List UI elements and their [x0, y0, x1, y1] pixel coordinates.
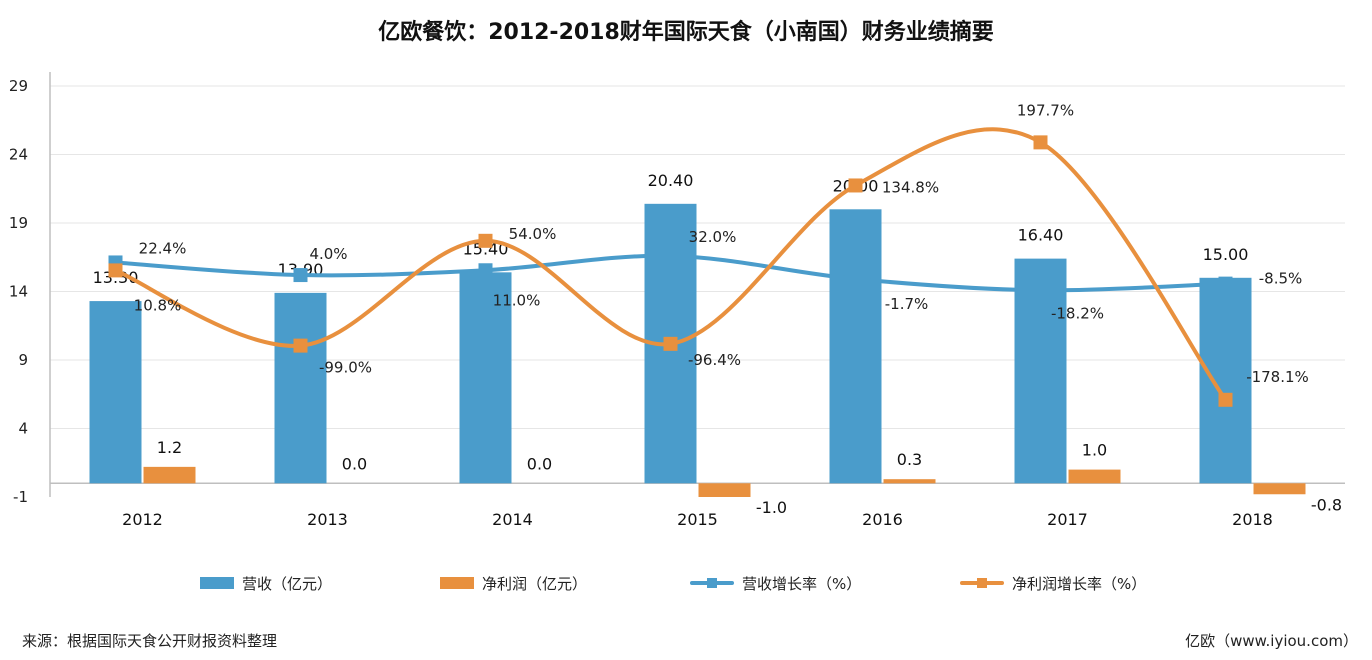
- revenue-growth-data-label: -8.5%: [1259, 270, 1303, 288]
- revenue-bar: [459, 272, 512, 484]
- revenue-growth-data-label: 32.0%: [689, 228, 737, 246]
- legend-revenue-growth-label: 营收增长率（%）: [742, 574, 862, 593]
- net-profit-growth-marker: [1033, 135, 1048, 150]
- legend-net-profit-growth: 净利润增长率（%）: [960, 572, 1146, 594]
- revenue-bar: [274, 292, 327, 484]
- net-profit-growth-marker: [1218, 392, 1233, 407]
- chart-title: 亿欧餐饮：2012-2018财年国际天食（小南国）财务业绩摘要: [378, 20, 994, 45]
- net-profit-data-label: -0.8: [1311, 495, 1342, 514]
- revenue-bar: [89, 301, 142, 484]
- net-profit-growth-marker: [848, 178, 863, 193]
- revenue-growth-data-label: -18.2%: [1051, 304, 1104, 322]
- net-profit-growth-marker: [478, 233, 493, 248]
- revenue-growth-marker: [848, 271, 863, 286]
- x-tick-label: 2017: [1047, 510, 1088, 529]
- y-tick-label: 4: [18, 420, 28, 438]
- legend-revenue-label: 营收（亿元）: [242, 574, 333, 593]
- x-tick-label: 2013: [307, 510, 348, 529]
- net-profit-growth-marker: [663, 336, 678, 351]
- net-profit-growth-data-label: -99.0%: [319, 359, 372, 377]
- net-profit-growth-marker: [293, 338, 308, 353]
- y-tick-label: 19: [9, 214, 28, 232]
- net-profit-data-label: 0.0: [342, 454, 367, 473]
- net-profit-bar: [698, 483, 751, 497]
- net-profit-bar: [143, 466, 196, 484]
- source-note: 来源：根据国际天食公开财报资料整理: [22, 632, 278, 650]
- net-profit-growth-data-label: -96.4%: [688, 351, 741, 369]
- net-profit-data-label: 1.2: [157, 438, 182, 457]
- revenue-growth-marker: [293, 268, 308, 283]
- y-tick-label: 14: [9, 283, 28, 301]
- revenue-data-label: 13.30: [93, 268, 139, 287]
- net-profit-data-label: 0.0: [527, 454, 552, 473]
- revenue-growth-data-label: 22.4%: [139, 239, 187, 257]
- x-tick-label: 2016: [862, 510, 903, 529]
- legend-revenue: 营收（亿元）: [200, 572, 332, 594]
- net-profit-data-label: 0.3: [897, 450, 922, 469]
- revenue-data-label: 16.40: [1018, 226, 1064, 245]
- net-profit-data-label: 1.0: [1082, 441, 1107, 460]
- revenue-data-label: 15.00: [1203, 245, 1249, 264]
- revenue-growth-data-label: 11.0%: [493, 291, 541, 309]
- legend-net-profit-growth-label: 净利润增长率（%）: [1012, 574, 1147, 593]
- y-tick-label: 29: [9, 77, 28, 95]
- legend-revenue-growth-swatch: [690, 577, 734, 589]
- net-profit-growth-data-label: 197.7%: [1017, 101, 1074, 119]
- revenue-data-label: 20.40: [648, 171, 694, 190]
- net-profit-growth-data-label: -178.1%: [1246, 368, 1309, 386]
- credit-note: 亿欧（www.iyiou.com）: [1185, 632, 1358, 650]
- legend-revenue-growth: 营收增长率（%）: [690, 572, 861, 594]
- revenue-growth-marker: [1218, 276, 1233, 291]
- y-tick-label: -1: [13, 488, 28, 506]
- legend-net-profit-swatch: [440, 577, 474, 589]
- revenue-growth-data-label: 4.0%: [309, 245, 347, 263]
- net-profit-data-label: -1.0: [756, 498, 787, 517]
- revenue-bar: [1199, 277, 1252, 484]
- revenue-bar: [829, 209, 882, 484]
- legend-net-profit: 净利润（亿元）: [440, 572, 587, 594]
- x-tick-label: 2014: [492, 510, 533, 529]
- net-profit-bar: [883, 479, 936, 484]
- net-profit-bar: [1068, 469, 1121, 484]
- legend-net-profit-label: 净利润（亿元）: [482, 574, 588, 593]
- net-profit-growth-data-label: 10.8%: [134, 296, 182, 314]
- net-profit-bar: [1253, 483, 1306, 495]
- revenue-growth-marker: [478, 263, 493, 278]
- legend-net-profit-growth-swatch: [960, 577, 1004, 589]
- net-profit-growth-data-label: 54.0%: [509, 225, 557, 243]
- legend-revenue-swatch: [200, 577, 234, 589]
- revenue-growth-marker: [663, 248, 678, 263]
- revenue-growth-data-label: -1.7%: [885, 295, 929, 313]
- x-tick-label: 2015: [677, 510, 718, 529]
- chart-plot: -1491419242913.301.2201213.900.0201315.4…: [9, 72, 1345, 529]
- y-tick-label: 24: [9, 146, 28, 164]
- net-profit-growth-marker: [108, 263, 123, 278]
- net-profit-growth-data-label: 134.8%: [882, 178, 939, 196]
- x-tick-label: 2012: [122, 510, 163, 529]
- y-tick-label: 9: [18, 351, 28, 369]
- x-tick-label: 2018: [1232, 510, 1273, 529]
- revenue-growth-marker: [1033, 283, 1048, 298]
